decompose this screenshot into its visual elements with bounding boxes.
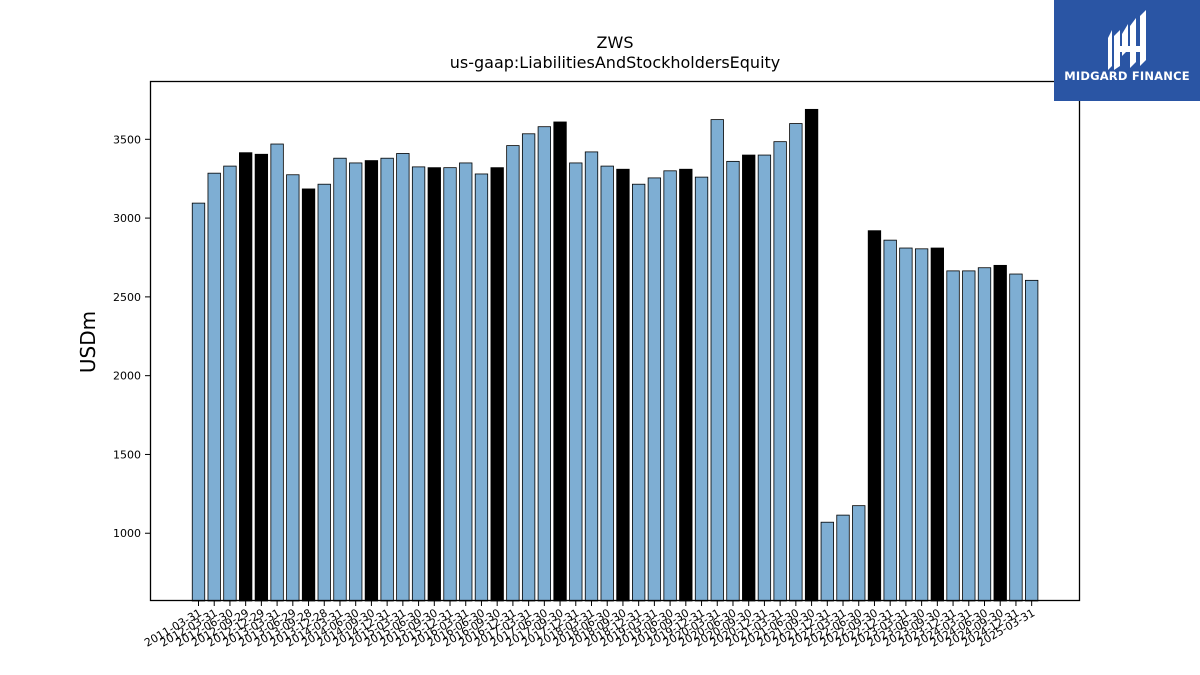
bar — [584, 151, 599, 602]
bar — [521, 133, 536, 602]
y-axis-label: USDm — [76, 311, 100, 373]
bar — [993, 264, 1007, 602]
bar — [459, 162, 473, 602]
x-axis: 2011-03-312012-03-312012-06-302012-09-29… — [142, 601, 1037, 650]
bar — [632, 183, 646, 602]
y-tick-label: 2000 — [113, 370, 141, 383]
bar — [207, 172, 221, 602]
bar — [443, 167, 457, 602]
bar — [270, 143, 284, 602]
bar — [411, 166, 426, 602]
bar — [506, 145, 520, 602]
plot-frame — [149, 80, 1081, 602]
bar — [380, 157, 394, 602]
bar — [600, 165, 614, 602]
bar — [239, 152, 253, 602]
bar — [223, 165, 237, 602]
bar — [647, 177, 662, 602]
y-tick-label: 3500 — [113, 133, 141, 146]
bar — [804, 108, 819, 602]
bar — [317, 183, 331, 602]
brand-name: MIDGARD FINANCE — [1064, 69, 1190, 83]
bar — [789, 123, 803, 602]
y-axis: 1000 1500 2000 2500 3000 3500 — [113, 133, 150, 540]
bar — [694, 176, 709, 602]
bar — [946, 270, 960, 602]
bar — [757, 154, 772, 602]
bar-series — [191, 108, 1039, 602]
bar — [962, 270, 976, 602]
midgard-logo-icon — [1108, 10, 1146, 70]
y-tick-label: 2500 — [113, 291, 141, 304]
bar — [726, 160, 740, 602]
bar — [852, 505, 866, 602]
bar — [553, 121, 567, 602]
bar — [710, 119, 724, 602]
bar — [899, 247, 913, 602]
bar — [427, 167, 441, 602]
y-tick-label: 1500 — [113, 448, 141, 461]
bar — [474, 173, 489, 602]
bar — [396, 153, 410, 602]
bar — [286, 174, 300, 602]
bar — [333, 157, 347, 602]
bar — [490, 167, 504, 602]
y-tick-label: 1000 — [113, 527, 141, 540]
bar — [191, 202, 206, 602]
bar — [742, 154, 756, 602]
chart-title: ZWS — [597, 33, 634, 52]
bar — [616, 168, 630, 602]
bar — [364, 160, 379, 602]
bar — [930, 247, 944, 602]
bar — [867, 230, 882, 602]
bar — [663, 170, 677, 602]
bar — [254, 153, 269, 602]
brand-logo: MIDGARD FINANCE — [1054, 0, 1200, 101]
bar — [349, 162, 363, 602]
bar — [537, 126, 551, 602]
bar — [820, 521, 834, 602]
bar — [977, 267, 992, 602]
bar — [836, 514, 850, 602]
bar — [679, 168, 693, 602]
bar — [1025, 279, 1039, 602]
chart-subtitle: us-gaap:LiabilitiesAndStockholdersEquity — [450, 53, 781, 72]
bar — [773, 141, 787, 602]
bar — [301, 188, 316, 602]
bar — [1009, 273, 1023, 602]
bar — [883, 239, 897, 602]
y-tick-label: 3000 — [113, 212, 141, 225]
bar — [914, 248, 929, 602]
bar — [569, 162, 583, 602]
